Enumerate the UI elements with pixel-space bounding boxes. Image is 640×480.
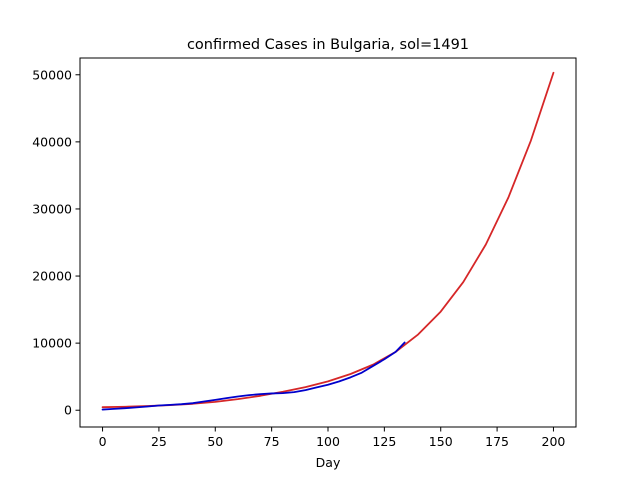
series-layer xyxy=(101,71,555,411)
series-line-0 xyxy=(101,71,555,409)
x-tick-label: 75 xyxy=(264,434,280,449)
x-axis-label: Day xyxy=(316,455,341,470)
y-axis: 0 10000 20000 30000 40000 50000 xyxy=(32,67,80,418)
x-tick-label: 50 xyxy=(207,434,223,449)
x-tick-label: 175 xyxy=(485,434,509,449)
plot-frame xyxy=(79,57,577,428)
y-tick-label: 0 xyxy=(64,403,72,418)
x-tick-label: 200 xyxy=(542,434,566,449)
y-tick-label: 20000 xyxy=(32,269,72,284)
y-tick-label: 40000 xyxy=(32,134,72,149)
x-tick-label: 125 xyxy=(372,434,396,449)
x-tick-label: 150 xyxy=(429,434,453,449)
x-tick-label: 100 xyxy=(316,434,340,449)
series-line-1 xyxy=(101,341,406,411)
y-tick-label: 30000 xyxy=(32,201,72,216)
x-tick-label: 25 xyxy=(151,434,167,449)
chart-title: confirmed Cases in Bulgaria, sol=1491 xyxy=(187,37,469,53)
x-tick-label: 0 xyxy=(99,434,107,449)
y-tick-label: 10000 xyxy=(32,336,72,351)
y-tick-label: 50000 xyxy=(32,67,72,82)
x-axis: 0 25 50 75 100 125 150 175 200 xyxy=(99,427,566,449)
